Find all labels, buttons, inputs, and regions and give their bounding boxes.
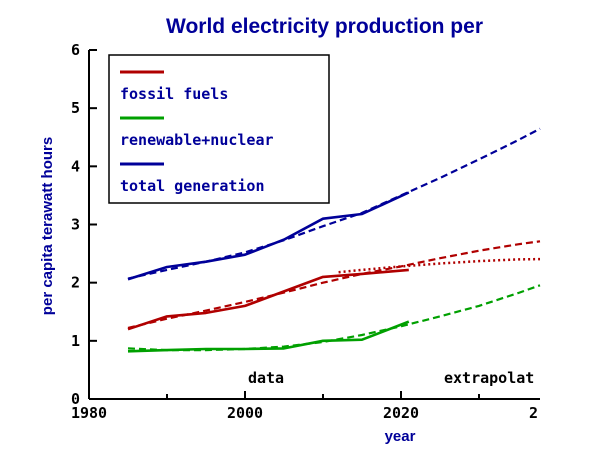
y-tick-label: 1 bbox=[71, 332, 80, 350]
legend-items: fossil fuels renewable+nuclear total gener… bbox=[120, 70, 274, 195]
y-tick-label: 4 bbox=[71, 157, 80, 175]
legend-label: total generation bbox=[120, 177, 265, 195]
series-layer bbox=[127, 127, 541, 353]
series-alt-fit-fossil-fuels bbox=[338, 257, 541, 274]
x-tick-label: 2000 bbox=[227, 404, 263, 422]
legend-box bbox=[108, 54, 330, 204]
plot-area bbox=[127, 127, 541, 353]
y-ticks: 0 1 2 3 4 5 6 bbox=[71, 41, 97, 408]
series-line-renewable-nuclear bbox=[127, 320, 410, 353]
y-axis-label: per capita terawatt hours bbox=[39, 137, 56, 315]
series-line-total-generation bbox=[127, 191, 410, 281]
x-axis-label: year bbox=[385, 428, 416, 445]
legend-label: renewable+nuclear bbox=[120, 131, 274, 149]
y-tick-label: 5 bbox=[71, 99, 80, 117]
series-line-fossil-fuels bbox=[127, 268, 409, 331]
y-tick-label: 6 bbox=[71, 41, 80, 59]
chart-title: World electricity production per bbox=[166, 15, 483, 38]
series-fit-total-generation bbox=[127, 127, 541, 280]
x-ticks: 1980 2000 2020 2 bbox=[71, 391, 538, 422]
legend: fossil fuels renewable+nuclear total gener… bbox=[108, 54, 330, 204]
y-tick-label: 2 bbox=[71, 274, 80, 292]
x-tick-label: 1980 bbox=[71, 404, 107, 422]
series-fit-fossil-fuels bbox=[127, 240, 541, 330]
legend-label: fossil fuels bbox=[120, 85, 228, 103]
x-tick-label: 2020 bbox=[383, 404, 419, 422]
y-tick-label: 3 bbox=[71, 216, 80, 234]
x-tick-label-partial: 2 bbox=[529, 404, 538, 422]
annotation-extrapolation: extrapolat bbox=[444, 369, 534, 387]
y-tick-label: 0 bbox=[71, 390, 80, 408]
annotation-data: data bbox=[248, 369, 284, 387]
